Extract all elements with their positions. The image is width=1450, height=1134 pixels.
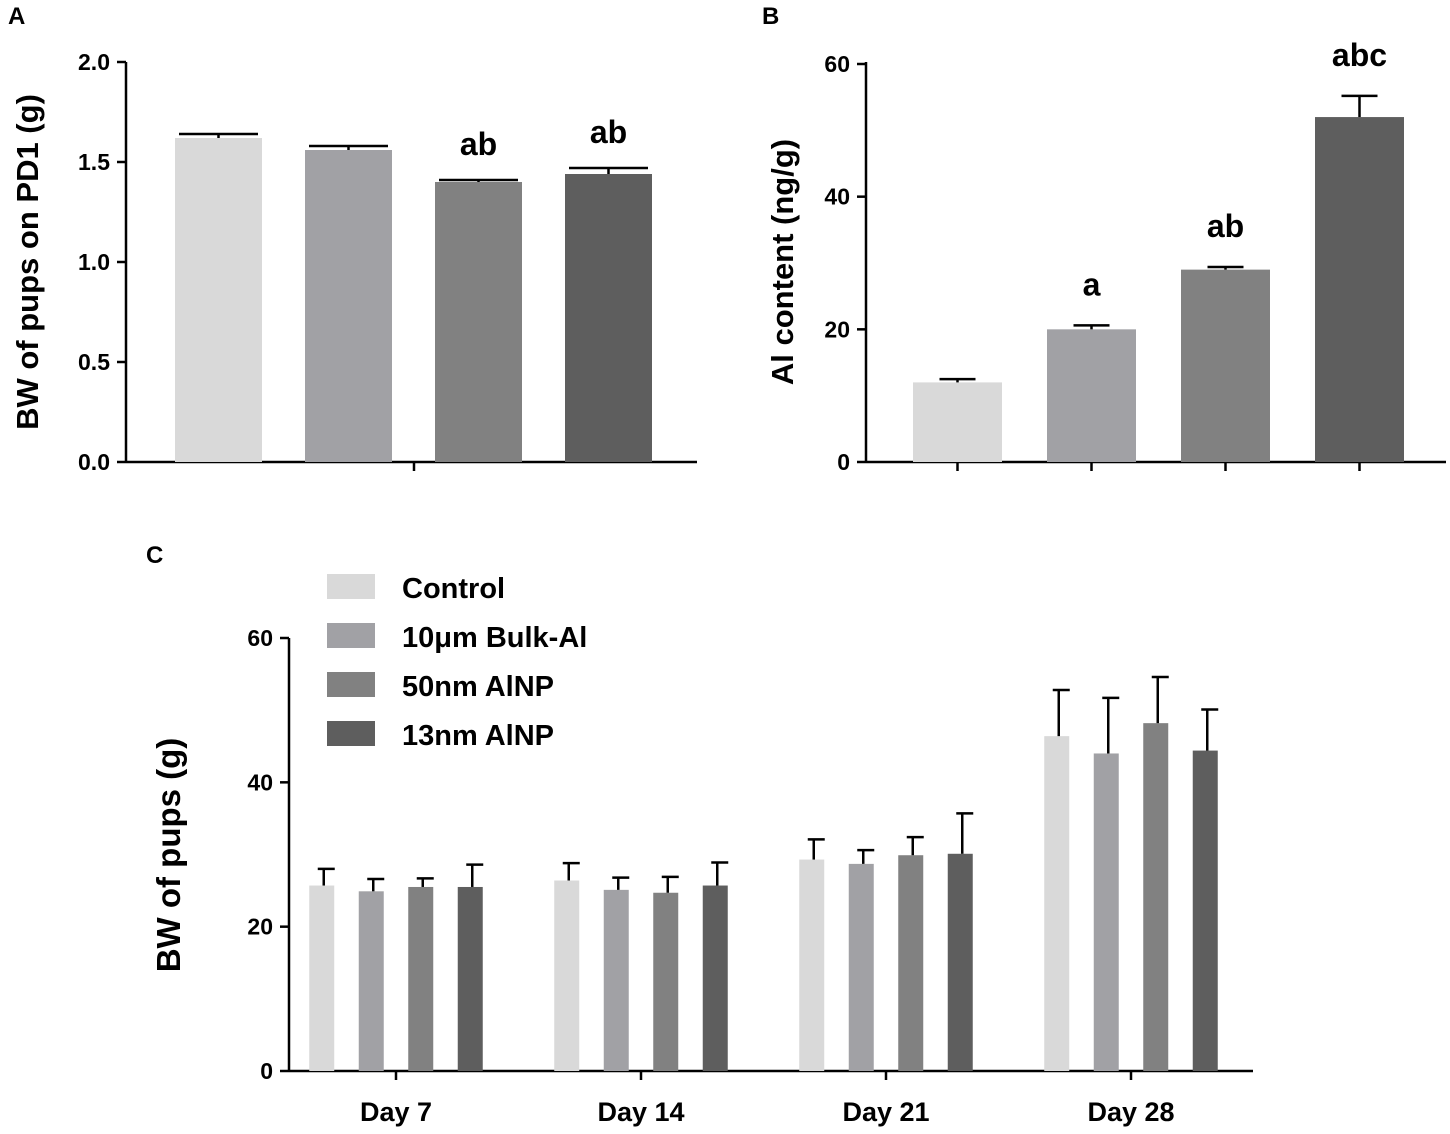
panel-a-y-tick-label: 1.5 xyxy=(78,149,110,175)
panel-a-y-tick-label: 2.0 xyxy=(78,49,110,75)
panel-b-y-axis-label: Al content (ng/g) xyxy=(765,139,800,385)
panel-c: C BW of pups (g) 0 20 40 60 Day 7 Day 14 Day … xyxy=(146,542,1253,1127)
panel-a-label: A xyxy=(8,3,25,30)
panel-c-legend-swatch xyxy=(327,672,375,697)
panel-c-bar xyxy=(358,891,384,1071)
panel-b-significance-label: ab xyxy=(1207,208,1244,244)
panel-b-y-tick-label: 0 xyxy=(837,449,850,475)
panel-c-y-axis-label: BW of pups (g) xyxy=(150,738,187,973)
panel-a-y-tick-label: 0.0 xyxy=(78,449,110,475)
panel-c-y-tick-label: 0 xyxy=(260,1058,273,1084)
panel-a-significance-label: ab xyxy=(460,126,497,162)
panel-c-legend-swatch xyxy=(327,623,375,648)
panel-c-legend-label: Control xyxy=(402,573,505,605)
panel-a-y-axis-label: BW of pups on PD1 (g) xyxy=(10,94,45,430)
panel-c-bar xyxy=(457,886,483,1071)
panel-c-bar xyxy=(1192,750,1218,1071)
panel-c-bar xyxy=(1093,753,1119,1071)
panel-a-bar xyxy=(305,150,392,462)
panel-c-legend-swatch xyxy=(327,574,375,599)
panel-b-y-tick-label: 60 xyxy=(824,51,850,77)
panel-c-bar xyxy=(799,859,825,1071)
panel-c-y-tick-label: 20 xyxy=(247,914,273,940)
panel-a-y-tick-label: 0.5 xyxy=(78,349,110,375)
panel-b-bar xyxy=(1047,329,1136,462)
panel-c-legend-label: 50nm AlNP xyxy=(402,671,554,703)
panel-c-label: C xyxy=(146,542,163,569)
panel-c-category-label: Day 14 xyxy=(597,1097,684,1127)
panel-c-category-label: Day 21 xyxy=(842,1097,929,1127)
panel-a-significance-label: ab xyxy=(590,114,627,150)
panel-a-bar xyxy=(175,138,262,462)
panel-c-category-label: Day 28 xyxy=(1087,1097,1174,1127)
panel-b-y-tick-label: 40 xyxy=(824,184,850,210)
panel-b-bar xyxy=(913,382,1002,462)
panel-c-bar xyxy=(554,880,580,1071)
panel-c-y-tick-label: 60 xyxy=(247,625,273,651)
panel-c-bar xyxy=(947,853,973,1071)
panel-c-bar xyxy=(848,863,874,1071)
panel-c-legend-label: 10μm Bulk-Al xyxy=(402,622,587,654)
panel-a-bar xyxy=(565,174,652,462)
panel-c-bar xyxy=(1044,736,1070,1071)
panel-c-y-tick-label: 40 xyxy=(247,769,273,795)
panel-b-significance-label: a xyxy=(1083,266,1101,302)
panel-a-y-tick-label: 1.0 xyxy=(78,249,110,275)
panel-c-legend: Control 10μm Bulk-Al 50nm AlNP 13nm AlNP xyxy=(327,573,587,752)
panel-c-bar xyxy=(309,885,335,1071)
panel-c-bar xyxy=(1143,723,1169,1071)
panel-b-significance-label: abc xyxy=(1332,37,1387,73)
panel-b: B Al content (ng/g) 0 20 40 60 a ab abc xyxy=(762,3,1446,475)
panel-c-category-label: Day 7 xyxy=(360,1097,432,1127)
panel-c-bar xyxy=(653,892,679,1071)
panel-a-bar xyxy=(435,182,522,462)
panel-a: A BW of pups on PD1 (g) 0.00.51.01.52.0 … xyxy=(8,3,697,475)
panel-c-bar xyxy=(603,889,629,1071)
panel-b-bar xyxy=(1315,117,1404,463)
panel-c-legend-swatch xyxy=(327,721,375,746)
panel-c-bar xyxy=(408,886,434,1071)
panel-c-bar xyxy=(702,885,728,1071)
panel-c-bar xyxy=(898,855,924,1071)
panel-b-bar xyxy=(1181,269,1270,462)
panel-c-legend-label: 13nm AlNP xyxy=(402,720,554,752)
panel-b-y-tick-label: 20 xyxy=(824,316,850,342)
panel-b-label: B xyxy=(762,3,779,30)
